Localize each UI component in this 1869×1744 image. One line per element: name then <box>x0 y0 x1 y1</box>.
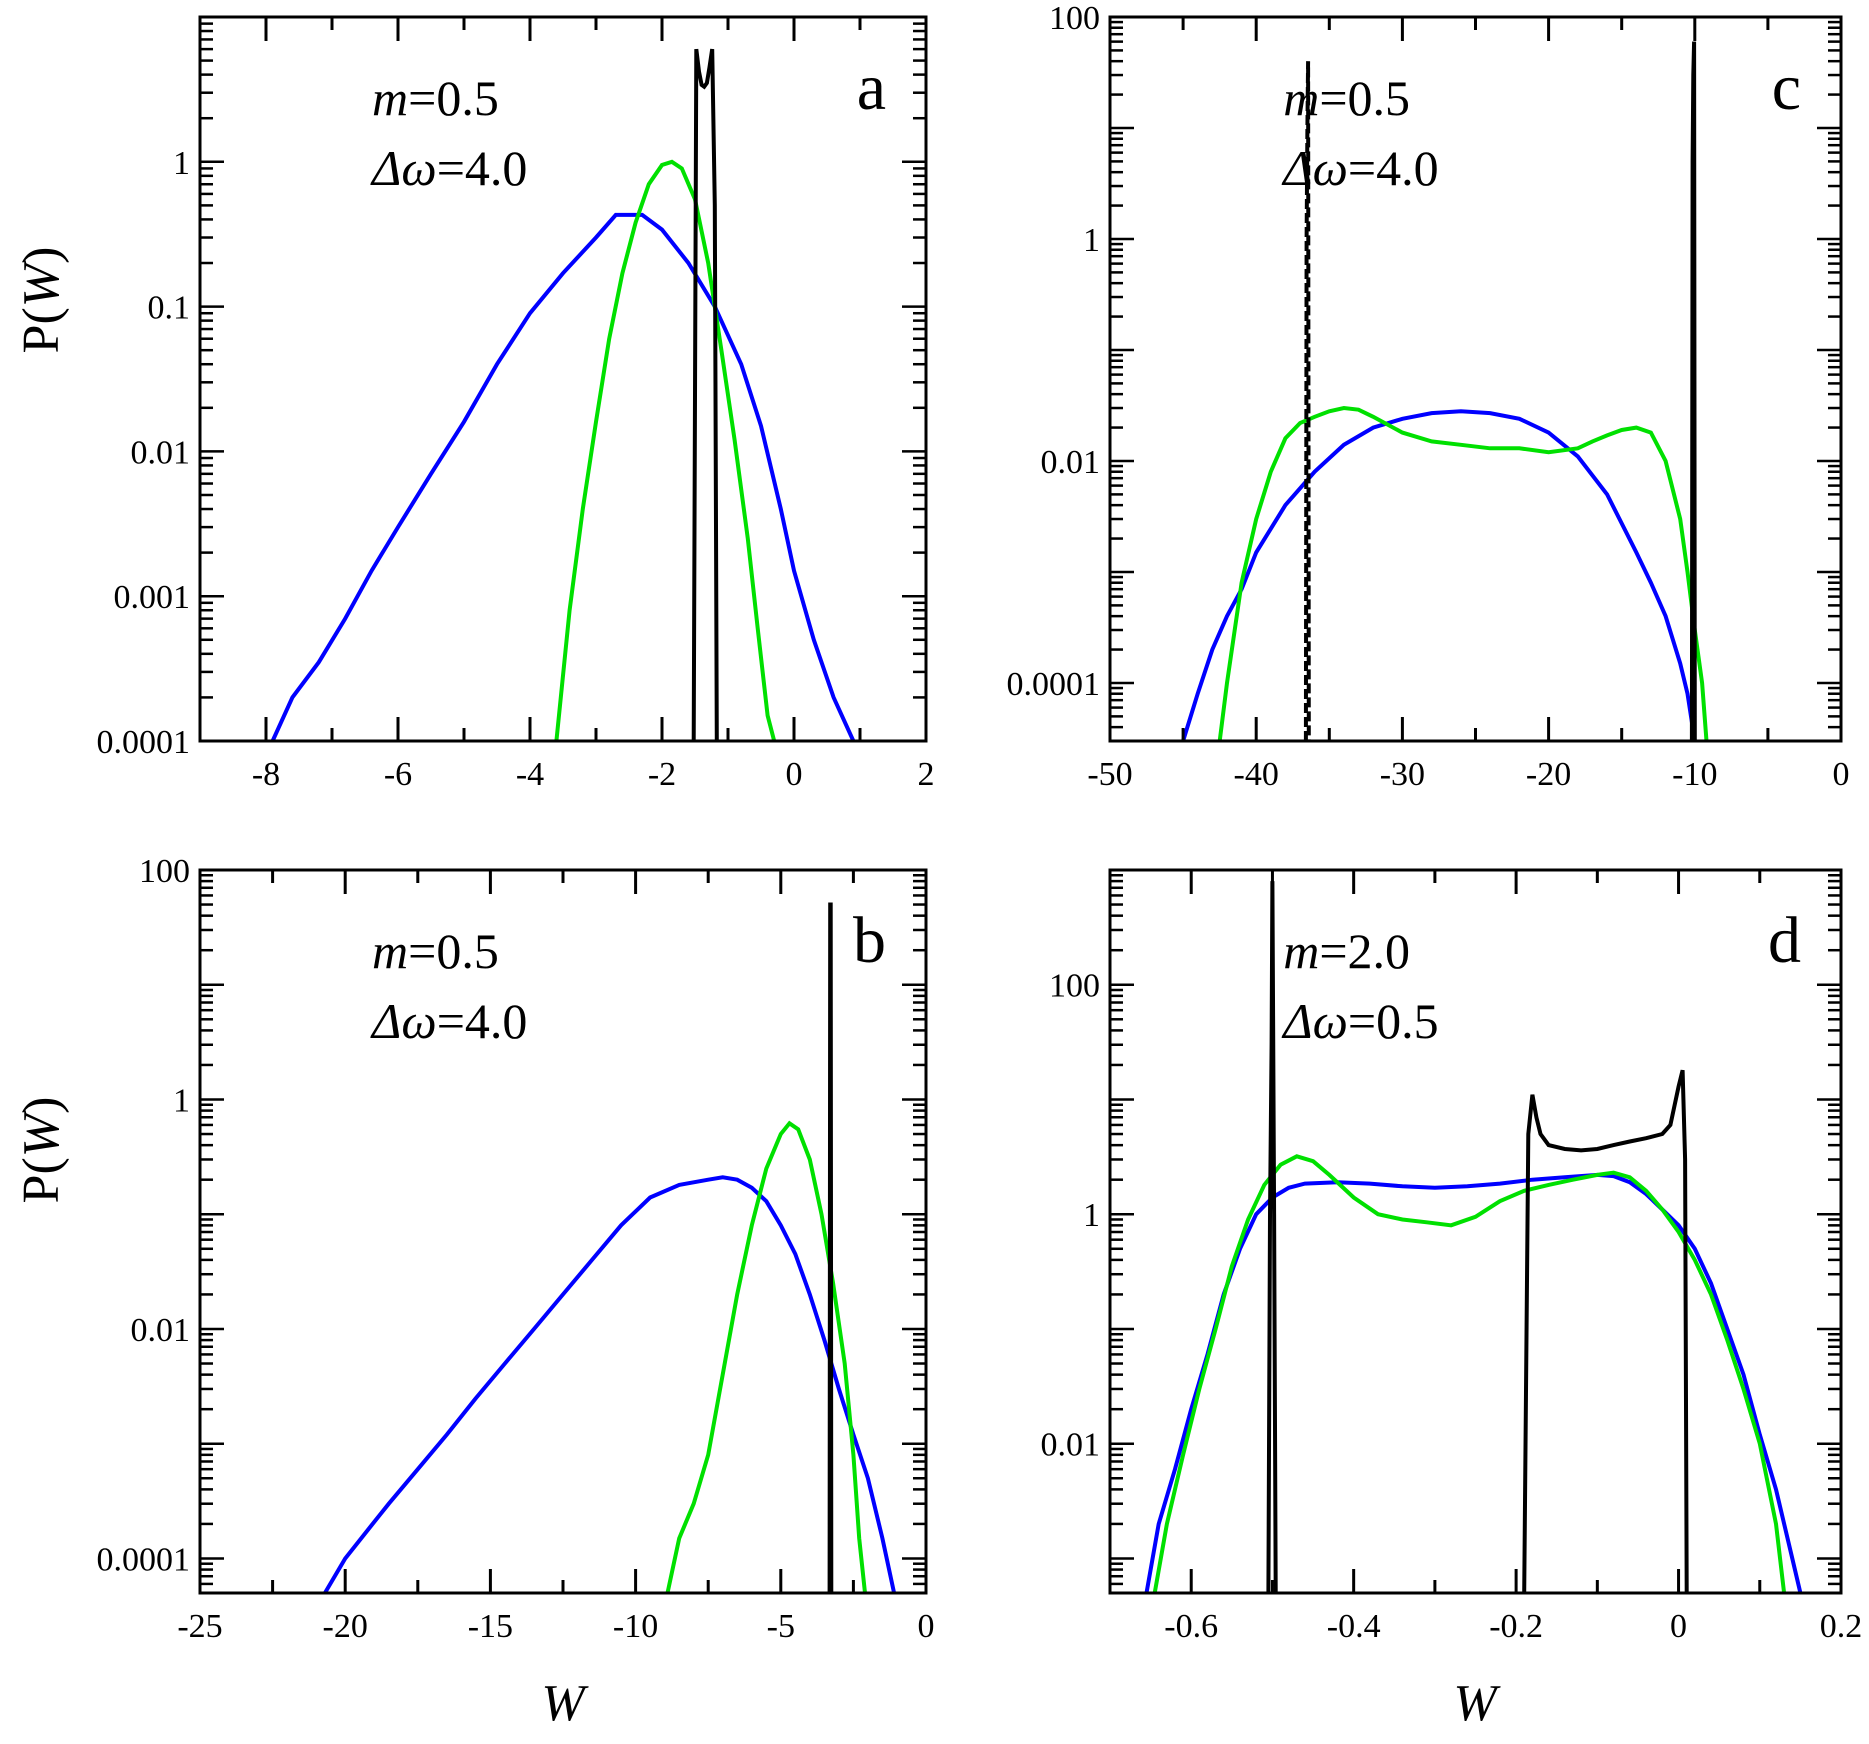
series-black-box <box>1522 1069 1689 1593</box>
panel-letter: d <box>1768 904 1801 977</box>
x-tick-label: -40 <box>1234 756 1279 793</box>
x-tick-label: -0.4 <box>1327 1608 1381 1645</box>
x-tick-label: -5 <box>767 1608 795 1645</box>
annotation-dw: Δω=4.0 <box>370 140 527 196</box>
x-tick-label: -2 <box>648 756 676 793</box>
series-black-left <box>1266 881 1278 1593</box>
series-blue <box>270 212 856 741</box>
x-tick-label: 0 <box>1670 1608 1687 1645</box>
x-tick-label: 0 <box>1833 756 1850 793</box>
series-green <box>665 1120 867 1593</box>
y-tick-label: 1 <box>173 1082 190 1119</box>
x-tick-label: -4 <box>516 756 544 793</box>
x-tick-label: -15 <box>468 1608 513 1645</box>
plot-frame <box>1108 868 1843 1595</box>
annotation-dw: Δω=0.5 <box>1281 993 1438 1049</box>
x-tick-label: -8 <box>252 756 280 793</box>
x-tick-label: -20 <box>323 1608 368 1645</box>
x-tick-label: 2 <box>918 756 935 793</box>
annotation-dw: Δω=4.0 <box>370 993 527 1049</box>
y-tick-label: 0.01 <box>1041 1427 1101 1464</box>
y-tick-label: 0.1 <box>148 290 191 327</box>
x-tick-label: 0 <box>786 756 803 793</box>
annotation-m: m=0.5 <box>1283 70 1410 126</box>
panel-b: -25 -20 -15 -10 -5 0 0.0001 0.01 1 100 m=0.5 Δω=4.0… <box>97 853 935 1645</box>
x-tick-label: -0.6 <box>1164 1608 1218 1645</box>
series-blue <box>323 1175 897 1593</box>
panel-letter: c <box>1772 51 1801 124</box>
annotation-m: m=0.5 <box>372 70 499 126</box>
y-tick-label: 0.01 <box>131 1312 191 1349</box>
x-axis-title: W <box>1453 1675 1501 1732</box>
plot-frame <box>198 868 928 1595</box>
series-blue <box>1181 409 1697 741</box>
x-tick-label: -25 <box>177 1608 222 1645</box>
y-axis-title: P(W) <box>13 247 70 354</box>
annotation-dw: Δω=4.0 <box>1281 140 1438 196</box>
y-tick-label: 1 <box>173 145 190 182</box>
y-tick-label: 0.01 <box>1041 444 1101 481</box>
panel-letter: b <box>853 904 886 977</box>
y-tick-label: 0.0001 <box>97 1541 191 1578</box>
x-tick-label: -6 <box>384 756 412 793</box>
x-tick-label: 0.2 <box>1820 1608 1863 1645</box>
y-tick-label: 0.0001 <box>97 724 191 761</box>
panel-letter: a <box>857 51 886 124</box>
panel-c: -50 -40 -30 -20 -10 0 0.0001 0.01 1 100 m=0.5 Δω=4.… <box>1007 0 1850 793</box>
x-tick-label: -10 <box>1672 756 1717 793</box>
annotation-m: m=2.0 <box>1283 923 1410 979</box>
panel-d: -0.6 -0.4 -0.2 0 0.2 0.01 1 100 m=2.0 Δω=0.5 d <box>1041 868 1863 1645</box>
series-blue <box>1144 1172 1803 1593</box>
series-black-dashed <box>1303 61 1311 741</box>
series-black <box>827 902 834 1593</box>
plot-frame <box>198 15 928 743</box>
y-tick-label: 100 <box>139 853 190 890</box>
x-tick-label: -10 <box>613 1608 658 1645</box>
annotation-m: m=0.5 <box>372 923 499 979</box>
y-tick-label: 100 <box>1049 968 1100 1005</box>
panel-a: -8 -6 -4 -2 0 2 0.0001 0.001 0.01 0.1 1 m=0.5 Δω=4.0… <box>97 15 935 793</box>
series-green <box>554 159 777 741</box>
series-green <box>1217 405 1709 741</box>
x-tick-label: -20 <box>1526 756 1571 793</box>
y-tick-label: 0.0001 <box>1007 666 1101 703</box>
y-tick-label: 1 <box>1083 222 1100 259</box>
x-tick-label: -30 <box>1380 756 1425 793</box>
series-black <box>1689 41 1697 741</box>
y-tick-label: 1 <box>1083 1197 1100 1234</box>
x-tick-label: -0.2 <box>1489 1608 1543 1645</box>
y-tick-label: 100 <box>1049 0 1100 37</box>
x-tick-label: 0 <box>918 1608 935 1645</box>
x-axis-title: W <box>541 1675 589 1732</box>
series-green <box>1152 1154 1787 1593</box>
x-tick-label: -50 <box>1087 756 1132 793</box>
y-tick-label: 0.001 <box>114 579 191 616</box>
y-axis-title: P(W) <box>13 1097 70 1204</box>
y-tick-label: 0.01 <box>131 434 191 471</box>
series-black <box>691 48 719 741</box>
